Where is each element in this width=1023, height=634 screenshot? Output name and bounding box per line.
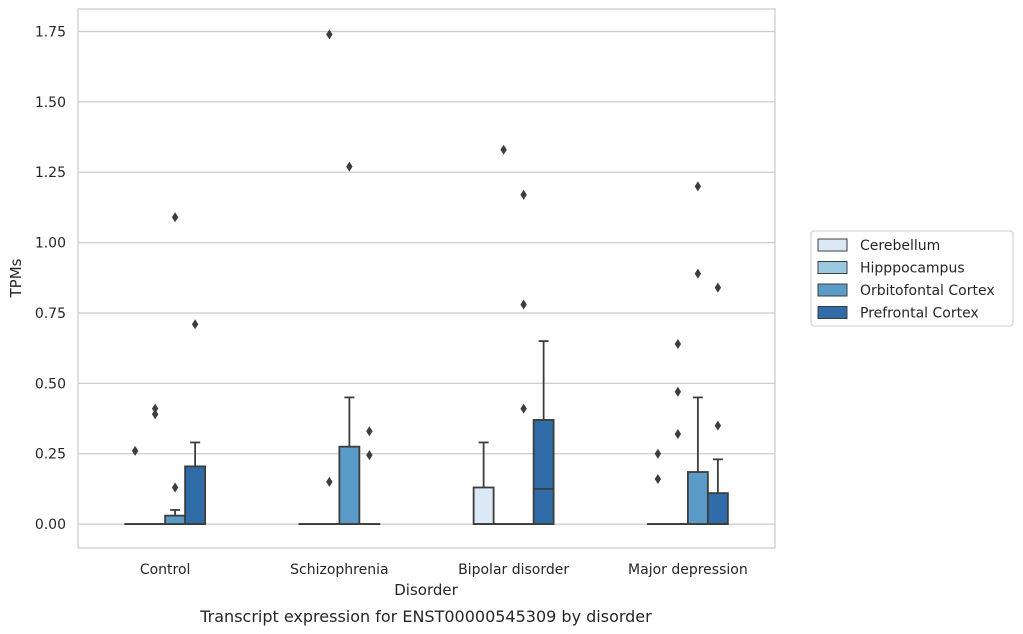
y-tick-label: 1.50 (35, 95, 66, 111)
x-axis-label: Disorder (394, 581, 458, 599)
outlier-point (654, 448, 662, 459)
x-axis-ticks: Control Schizophrenia Bipolar disorder Majo… (140, 562, 748, 578)
legend-label: Hipppocampus (860, 261, 965, 277)
y-tick-label: 1.75 (35, 25, 66, 41)
outlier-point (151, 403, 159, 414)
outlier-point (520, 189, 527, 200)
outlier-point (366, 450, 373, 461)
y-tick-label: 0.00 (35, 517, 66, 533)
outlier-point (366, 426, 373, 437)
box-body (338, 445, 361, 525)
legend-label: Orbitofontal Cortex (860, 283, 995, 299)
outlier-point (191, 319, 199, 330)
box-prefrontal-cortex (184, 441, 207, 525)
outlier-point (520, 299, 527, 310)
box-body (706, 492, 729, 525)
outlier-point (500, 144, 507, 155)
outlier-point (674, 338, 682, 349)
legend-frame (810, 230, 1014, 327)
y-tick-label: 0.25 (35, 447, 66, 463)
outlier-point (346, 161, 353, 172)
legend-label: Prefrontal Cortex (860, 306, 979, 322)
plot-frame (77, 8, 776, 549)
legend-swatch (817, 306, 848, 319)
outliers (131, 29, 722, 493)
outlier-point (674, 386, 682, 397)
outlier-point (131, 445, 139, 456)
outlier-point (714, 420, 722, 431)
box-prefrontal-cortex (532, 340, 555, 525)
box-body (164, 514, 187, 525)
outlier-point (171, 212, 179, 223)
y-tick-label: 0.75 (35, 306, 66, 322)
y-axis-ticks: 0.00 0.25 0.50 0.75 1.00 1.25 1.50 1.75 (35, 25, 66, 534)
x-tick-label: Bipolar disorder (458, 562, 569, 578)
outlier-point (674, 429, 682, 440)
x-tick-label: Control (140, 562, 191, 578)
legend-swatch (817, 261, 848, 274)
figure-caption: Transcript expression for ENST0000054530… (199, 607, 652, 626)
box-body (686, 471, 709, 525)
x-tick-label: Major depression (628, 562, 748, 578)
outlier-point (694, 181, 702, 192)
box-orbitofontal-cortex (686, 396, 709, 525)
legend: Cerebellum Hipppocampus Orbitofontal Corte… (810, 230, 1014, 327)
outlier-point (171, 482, 179, 493)
y-tick-label: 1.00 (35, 236, 66, 252)
x-tick-label: Schizophrenia (290, 562, 388, 578)
outlier-point (654, 474, 662, 485)
y-tick-label: 0.50 (35, 376, 66, 392)
box-body (184, 465, 207, 525)
legend-swatch (817, 283, 848, 297)
box-prefrontal-cortex (706, 458, 729, 525)
legend-swatch (817, 238, 848, 252)
box-orbitofontal-cortex (338, 396, 361, 525)
outlier-point (326, 476, 333, 487)
outlier-point (326, 29, 333, 40)
box-body (472, 486, 495, 525)
outlier-point (520, 403, 527, 414)
outlier-point (694, 268, 702, 279)
outlier-point (151, 409, 159, 420)
box-cerebellum (472, 441, 495, 525)
y-axis-label: TPMs (7, 258, 25, 298)
legend-label: Cerebellum (860, 238, 940, 254)
outlier-point (714, 282, 722, 293)
gridlines (78, 30, 775, 525)
boxes (124, 340, 729, 525)
y-tick-label: 1.25 (35, 165, 66, 181)
box-body (532, 419, 555, 525)
